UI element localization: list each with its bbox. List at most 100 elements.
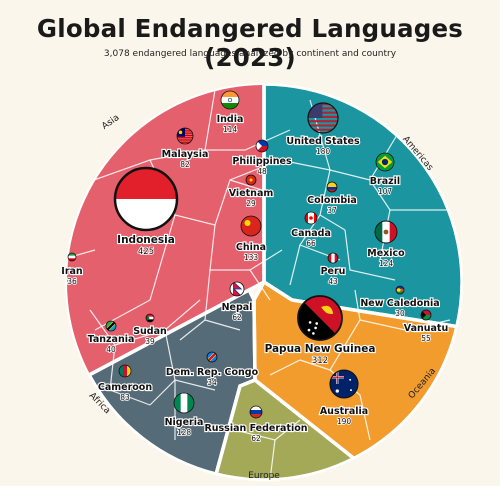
country-name-label: Colombia [307, 195, 357, 206]
country-name-label: Iran [61, 266, 83, 277]
vanuatu-flag-icon [420, 309, 432, 321]
country-name-label: Malaysia [162, 149, 209, 160]
country-name-label: Russian Federation [204, 423, 307, 434]
cell-border [179, 319, 206, 341]
country-value-label: 48 [257, 167, 267, 176]
cell-border [269, 439, 276, 480]
malaysia-flag-icon [176, 127, 194, 145]
country-value-label: 34 [207, 378, 217, 387]
cell-border [404, 319, 451, 331]
country-value-label: 82 [180, 160, 190, 169]
country-value-label: 36 [67, 277, 77, 286]
country-value-label: 83 [120, 393, 130, 402]
cell-border [205, 129, 291, 151]
colombia-flag-icon [326, 181, 338, 193]
brazil-flag-icon [375, 152, 395, 172]
philippines-flag-icon [255, 139, 269, 153]
cell-border [289, 244, 301, 286]
vietnam-flag-icon [245, 174, 257, 186]
cell-border [269, 359, 301, 376]
cell-border [94, 214, 176, 331]
cell-border [249, 249, 283, 271]
country-name-label: Brazil [370, 176, 400, 187]
country-name-label: Indonesia [117, 234, 175, 246]
continent-label-asia: Asia [100, 113, 121, 132]
country-value-label: 62 [232, 313, 242, 322]
australia-flag-icon [329, 369, 359, 399]
country-value-label: 128 [177, 428, 192, 437]
china-flag-icon [240, 215, 262, 237]
country-value-label: 29 [246, 199, 256, 208]
nepal-flag-icon [229, 281, 245, 297]
country-name-label: New Caledonia [360, 298, 439, 309]
region-americas [262, 84, 462, 329]
cell-border [89, 299, 201, 346]
country-value-label: 312 [312, 356, 328, 366]
country-name-label: Cameroon [98, 382, 152, 393]
country-value-label: 43 [328, 277, 338, 286]
country-name-label: Sudan [133, 326, 167, 337]
country-value-label: 124 [379, 259, 394, 268]
country-name-label: Tanzania [88, 334, 135, 345]
country-name-label: Philippines [232, 156, 292, 167]
country-value-label: 30 [395, 309, 405, 318]
cell-border [344, 229, 396, 281]
india-flag-icon [220, 90, 240, 110]
country-name-label: Peru [321, 266, 346, 277]
country-value-label: 190 [337, 417, 352, 426]
country-value-label: 107 [378, 187, 393, 196]
indonesia-flag-icon [113, 166, 179, 232]
country-value-label: 425 [138, 247, 154, 257]
country-value-label: 114 [223, 125, 238, 134]
chart-subtitle: 3,078 endangered languages analyzed by c… [103, 49, 397, 59]
new-caledonia-flag-icon [395, 285, 405, 295]
country-name-label: Vietnam [229, 188, 274, 199]
country-value-label: 62 [251, 434, 261, 443]
country-name-label: Dem. Rep. Congo [166, 367, 259, 378]
png-flag-icon [297, 295, 343, 341]
country-name-label: United States [286, 136, 360, 147]
country-name-label: China [236, 242, 266, 253]
country-name-label: Australia [320, 406, 368, 417]
country-value-label: 39 [145, 337, 155, 346]
peru-flag-icon [327, 252, 339, 264]
country-value-label: 37 [327, 206, 337, 215]
country-name-label: Canada [291, 228, 331, 239]
country-name-label: Vanuatu [404, 323, 449, 334]
mexico-flag-icon [374, 220, 398, 244]
tanzania-flag-icon [105, 320, 117, 332]
country-name-label: India [217, 114, 244, 125]
cell-border [149, 379, 176, 406]
drc-flag-icon [206, 351, 218, 363]
cell-border [229, 179, 263, 191]
cameroon-flag-icon [118, 364, 132, 378]
nigeria-flag-icon [173, 392, 195, 414]
cell-border [79, 89, 216, 186]
sudan-flag-icon [145, 313, 155, 323]
outer-ring [65, 83, 463, 481]
iran-flag-icon [67, 252, 77, 262]
country-value-label: 66 [306, 239, 316, 248]
country-value-label: 133 [244, 253, 259, 262]
chart-title: Global Endangered Languages (2023) [36, 14, 464, 72]
